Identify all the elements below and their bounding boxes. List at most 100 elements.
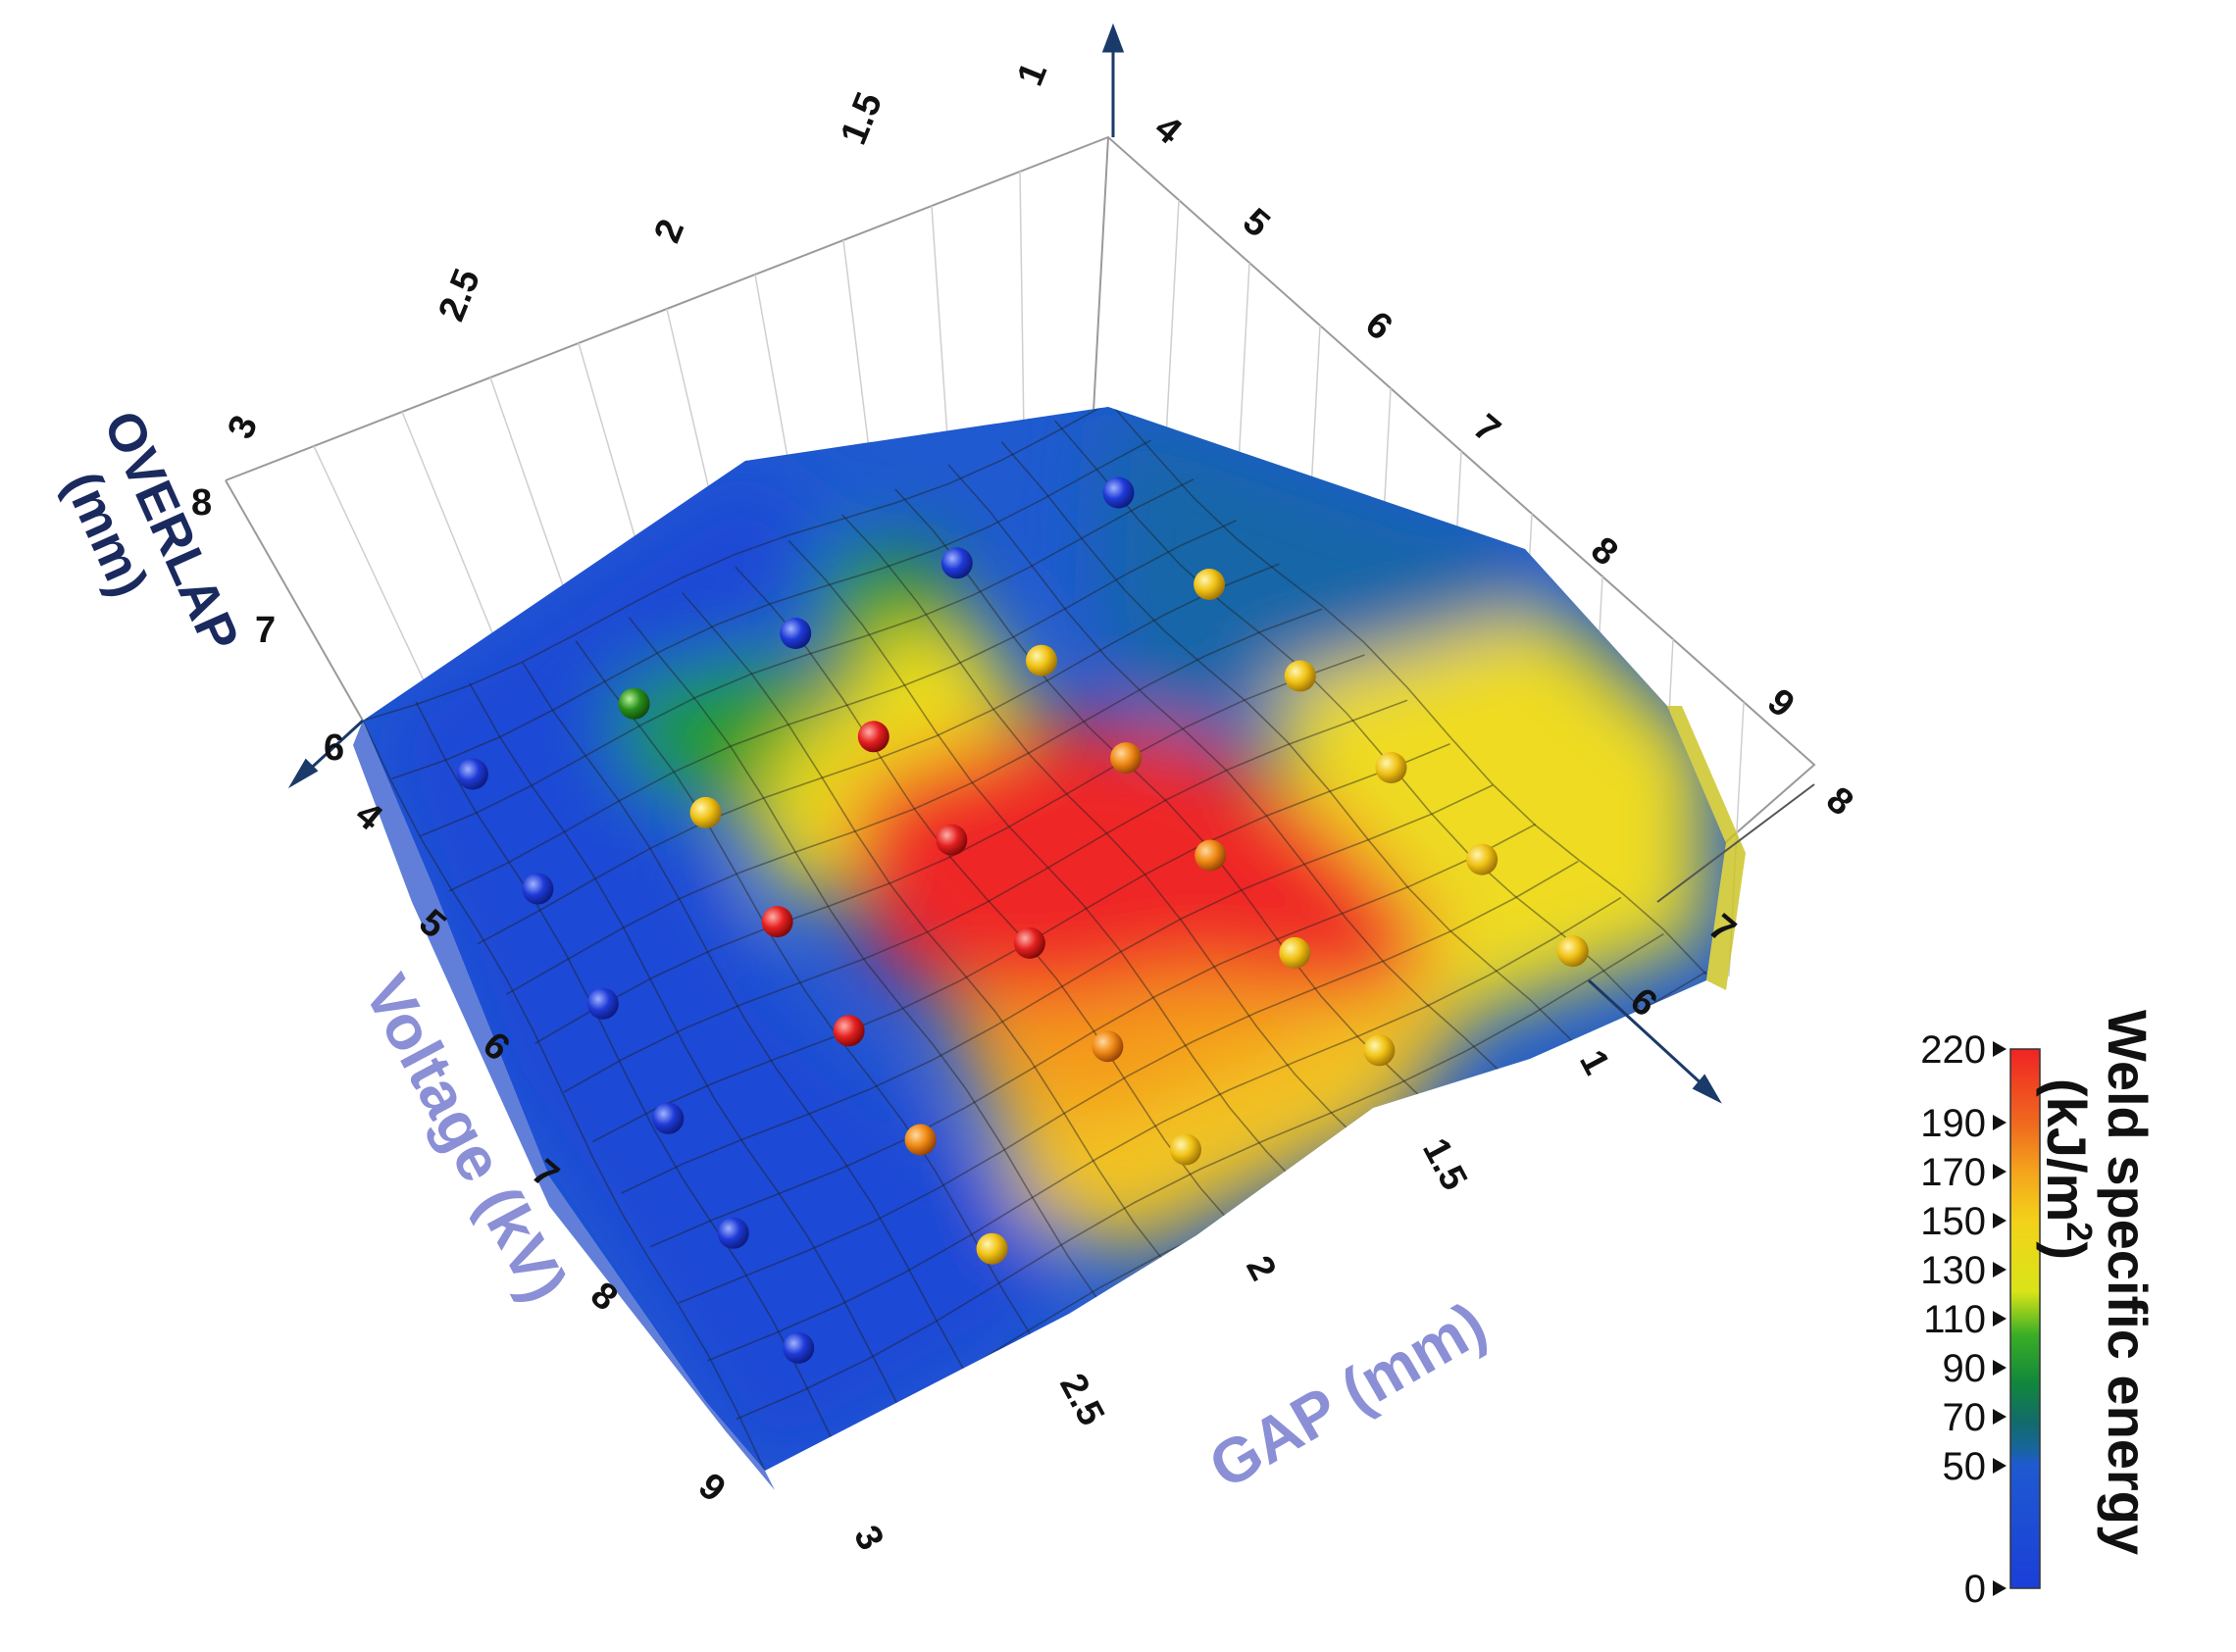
colorbar-tick-label: 150: [1920, 1200, 1986, 1243]
voltage-tick-back: 8: [1583, 529, 1625, 575]
voltage-tick-back: 6: [1357, 304, 1399, 349]
data-point: [1194, 569, 1226, 600]
mesh-line: [841, 514, 1371, 1152]
data-point: [586, 987, 619, 1020]
grid-line: [489, 376, 578, 626]
mesh-line: [1054, 420, 1640, 1008]
mesh-line: [736, 932, 1664, 1421]
colorbar-tick-mark: [1993, 1115, 2007, 1130]
overlap-tick-right: 8: [1818, 779, 1860, 825]
data-point: [976, 1232, 1008, 1265]
data-point: [857, 721, 889, 753]
mesh-line: [575, 640, 1035, 1341]
colorbar-tick-mark: [1993, 1213, 2007, 1228]
data-point: [1102, 476, 1135, 509]
data-point: [1170, 1133, 1201, 1166]
colorbar-unit: (kJ/m2): [2036, 1078, 2101, 1260]
surface-sides: [353, 706, 1746, 1490]
colorbar-tick-mark: [1993, 1580, 2007, 1596]
mesh-line: [649, 823, 1537, 1248]
data-point: [618, 687, 650, 720]
gap-tick-top: 2.5: [431, 264, 488, 327]
mesh-line: [682, 592, 1170, 1268]
gap-tick: 1.5: [1414, 1132, 1475, 1197]
colorbar-tick-mark: [1993, 1409, 2007, 1425]
mesh-line: [628, 617, 1102, 1305]
data-point: [717, 1217, 749, 1249]
gap-tick: 1: [1571, 1044, 1617, 1081]
colorbar-tick-label: 170: [1920, 1151, 1986, 1194]
grid-line: [1019, 171, 1025, 434]
grid-line: [931, 205, 950, 467]
overlap-tick-left: 8: [191, 482, 212, 524]
data-point: [1284, 660, 1316, 692]
colorbar-tick-mark: [1993, 1311, 2007, 1327]
colorbar-tick-mark: [1993, 1360, 2007, 1376]
overlap-tick-left: 6: [324, 727, 344, 769]
data-point: [761, 906, 793, 938]
gap-tick-top: 1.5: [833, 87, 890, 151]
front-axes: [287, 23, 1815, 1104]
colorbar: 0 50 70 90 110 130 150 170 190 220 Weld specific …: [1920, 1010, 2159, 1611]
mesh-line: [391, 439, 1151, 780]
colorbar-tick-label: 70: [1943, 1396, 1987, 1439]
mesh-line: [678, 860, 1579, 1304]
colorbar-title: Weld specific energy: [2097, 1010, 2159, 1555]
data-point: [1110, 742, 1143, 775]
colorbar-tick-label: 90: [1943, 1347, 1987, 1390]
mesh-line: [735, 566, 1237, 1229]
data-point: [522, 873, 554, 905]
mesh-line: [621, 784, 1494, 1194]
mesh-line: [707, 896, 1622, 1362]
colorbar-tick-label: 130: [1920, 1249, 1986, 1292]
mesh-line: [506, 608, 1323, 995]
mesh-line: [563, 699, 1408, 1093]
voltage-tick-back: 4: [1146, 108, 1189, 153]
colorbar-gradient: [2009, 1048, 2041, 1589]
overlap-tick-left: 7: [255, 610, 276, 651]
data-point: [1013, 926, 1045, 959]
data-point: [936, 824, 968, 856]
data-point: [652, 1102, 685, 1134]
colorbar-tick-label: 50: [1943, 1445, 1987, 1488]
mesh-line: [468, 682, 900, 1409]
gap-tick-top: 2: [646, 214, 692, 248]
mesh-line: [420, 478, 1194, 837]
data-point: [689, 796, 722, 828]
mesh-line: [522, 662, 968, 1376]
mesh-line: [477, 563, 1280, 945]
data-point: [1092, 1030, 1124, 1063]
gap-tick-top: 3: [220, 410, 266, 444]
data-point: [904, 1124, 937, 1156]
voltage-tick-back: 5: [1235, 201, 1277, 246]
gap-tick-top: 1: [1009, 57, 1055, 91]
data-point: [1279, 936, 1311, 969]
colorbar-tick-mark: [1993, 1262, 2007, 1277]
mesh-line: [363, 720, 766, 1471]
data-point: [1026, 644, 1057, 676]
data-point: [1556, 935, 1589, 968]
colorbar-tick-label: 190: [1920, 1102, 1986, 1145]
colorbar-tick-label: 220: [1920, 1028, 1986, 1072]
voltage-tick: 9: [690, 1466, 733, 1511]
mesh-line: [415, 701, 834, 1440]
colorbar-tick-mark: [1993, 1458, 2007, 1474]
gap-axis-title: GAP (mm): [1197, 1288, 1498, 1502]
mesh-line: [363, 407, 1109, 722]
grid-line: [401, 411, 503, 658]
data-point: [1194, 839, 1227, 872]
data-point: [456, 758, 488, 790]
data-point: [783, 1331, 815, 1364]
voltage-tick-back: 7: [1465, 407, 1507, 452]
colorbar-tick-label: 110: [1923, 1298, 1986, 1341]
grid-line: [313, 445, 429, 689]
mesh-line: [788, 540, 1304, 1190]
colorbar-tick-mark: [1993, 1041, 2007, 1057]
mesh-line: [1000, 441, 1573, 1042]
voltage-tick-back: 9: [1759, 681, 1802, 726]
data-point: [1466, 843, 1499, 876]
mesh-line: [448, 520, 1238, 892]
data-point: [940, 547, 973, 579]
